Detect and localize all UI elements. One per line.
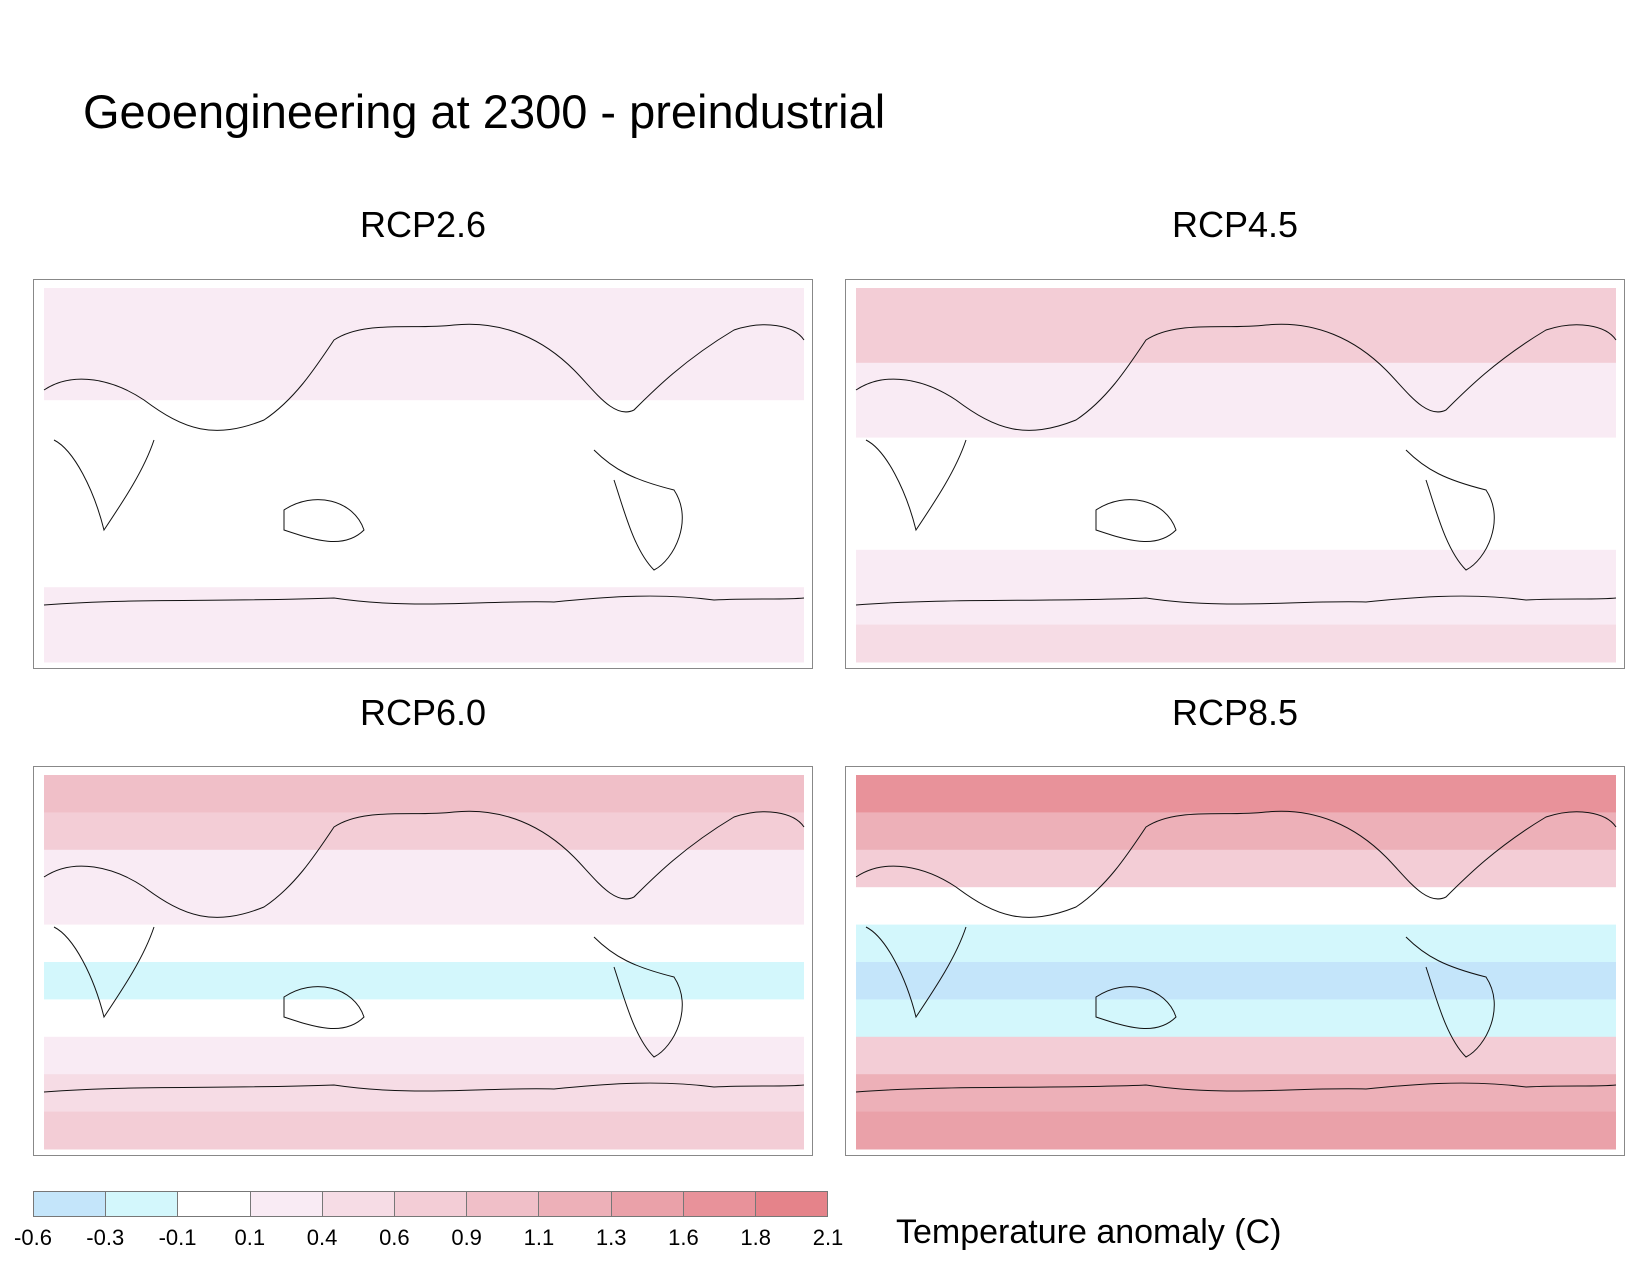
map-panel-rcp26 [33,279,813,669]
panel-title-rcp45: RCP4.5 [1171,204,1299,245]
anomaly-band [856,362,1616,401]
anomaly-band [44,775,804,813]
colorbar-tick-label: 0.9 [451,1225,482,1250]
colorbar-tick-label: -0.6 [14,1225,52,1250]
colorbar-tick-label: 2.1 [812,1225,844,1250]
anomaly-band [856,999,1616,1038]
coastline [855,323,1617,431]
anomaly-band [44,1074,804,1113]
anomaly-band [856,887,1616,926]
anomaly-band [44,362,804,401]
anomaly-band [856,1074,1616,1113]
colorbar-swatch [467,1192,540,1216]
anomaly-band [856,775,1616,813]
colorbar-swatch [34,1192,107,1216]
coastline [283,499,365,543]
coastline [53,926,155,1019]
anomaly-band [44,624,804,663]
coastline [43,1082,805,1093]
coastline [53,439,155,532]
anomaly-band [44,887,804,926]
anomaly-band [856,849,1616,888]
colorbar [33,1191,828,1217]
anomaly-band [856,812,1616,851]
anomaly-band [44,512,804,551]
anomaly-band [44,1111,804,1150]
colorbar-tick-label: 0.6 [379,1225,410,1250]
figure-title: Geoengineering at 2300 - preindustrial [83,85,886,138]
anomaly-band [856,924,1616,963]
anomaly-band [856,549,1616,588]
anomaly-band [856,325,1616,364]
anomaly-band [44,475,804,513]
coastline [855,595,1617,606]
coastline [43,323,805,431]
coastline [593,936,683,1058]
anomaly-band [856,400,1616,439]
map-panel-rcp60 [33,766,813,1156]
panel-title-rcp85: RCP8.5 [1171,692,1299,733]
anomaly-band [44,549,804,588]
anomaly-band [44,288,804,326]
anomaly-band [856,587,1616,626]
colorbar-swatch [106,1192,179,1216]
anomaly-band [44,999,804,1038]
anomaly-band [44,325,804,364]
colorbar-tick-label: 1.8 [740,1225,772,1250]
colorbar-swatch [611,1192,684,1216]
coastline [855,1082,1617,1093]
colorbar-swatch [683,1192,756,1216]
coastline [1405,936,1495,1058]
anomaly-band [44,924,804,963]
coastline [865,439,967,532]
coastline [1405,449,1495,571]
map-panel-rcp85 [845,766,1625,1156]
colorbar-tick-label: 0.4 [306,1225,338,1250]
anomaly-band [856,962,1616,1000]
anomaly-band [856,437,1616,476]
coastline [865,926,967,1019]
anomaly-band [856,288,1616,326]
coastline [43,810,805,918]
coastline [43,595,805,606]
anomaly-band [44,400,804,439]
coastline [283,986,365,1030]
anomaly-band [44,1036,804,1075]
colorbar-tick-label: 1.3 [595,1225,627,1250]
coastline [1095,499,1177,543]
anomaly-band [44,587,804,626]
coastline [855,810,1617,918]
colorbar-tick-label: -0.1 [158,1225,197,1250]
colorbar-swatch [394,1192,468,1216]
anomaly-band [856,624,1616,663]
colorbar-tick-label: -0.3 [86,1225,125,1250]
colorbar-tick-label: 1.6 [668,1225,699,1250]
colorbar-swatch [178,1192,251,1216]
coastline [1095,986,1177,1030]
colorbar-swatch [539,1192,612,1216]
anomaly-band [44,437,804,476]
coastline [593,449,683,571]
map-panel-rcp45 [845,279,1625,669]
anomaly-band [856,1111,1616,1150]
colorbar-tick-label: 1.1 [523,1225,555,1250]
panel-title-rcp26: RCP2.6 [359,204,487,245]
colorbar-swatch [322,1192,395,1216]
colorbar-swatch [755,1192,828,1216]
anomaly-band [44,812,804,851]
panel-title-rcp60: RCP6.0 [359,692,487,733]
anomaly-band [856,475,1616,513]
anomaly-band [856,1036,1616,1075]
anomaly-band [44,849,804,888]
colorbar-tick-label: 0.1 [234,1225,266,1250]
colorbar-label: Temperature anomaly (C) [896,1213,1282,1251]
colorbar-swatch [250,1192,323,1216]
anomaly-band [44,962,804,1000]
anomaly-band [856,512,1616,551]
